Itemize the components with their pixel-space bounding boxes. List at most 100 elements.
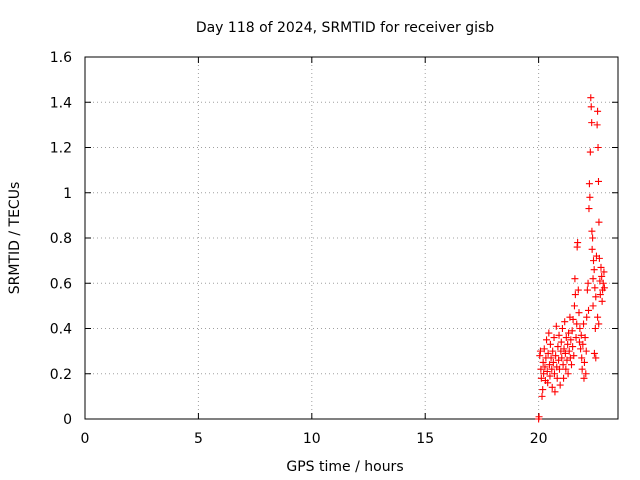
data-point (590, 349, 598, 357)
data-point (593, 121, 601, 129)
y-tick-label: 0.8 (50, 231, 72, 247)
y-tick-label: 1.6 (50, 50, 72, 66)
data-point (580, 320, 588, 328)
data-point (589, 275, 597, 283)
y-tick-label: 0 (63, 412, 72, 428)
data-point (591, 284, 599, 292)
data-point (595, 218, 603, 226)
data-point (592, 293, 600, 301)
data-point (564, 340, 572, 348)
data-points (535, 94, 608, 423)
data-point (537, 365, 545, 373)
data-point (579, 340, 587, 348)
grid-lines (85, 57, 618, 419)
data-point (564, 370, 572, 378)
data-point (584, 279, 592, 287)
data-point (539, 386, 547, 394)
data-point (569, 315, 577, 323)
y-tick-label: 0.4 (50, 322, 72, 338)
data-point (549, 347, 557, 355)
data-point (590, 257, 598, 265)
data-point (575, 309, 583, 317)
data-point (594, 313, 602, 321)
y-tick-label: 1.2 (50, 141, 72, 157)
data-point (569, 343, 577, 351)
data-point (588, 227, 596, 235)
data-point (585, 205, 593, 213)
data-point (570, 302, 578, 310)
data-point (552, 322, 560, 330)
data-point (598, 297, 606, 305)
data-point (536, 347, 544, 355)
data-point (536, 352, 544, 360)
data-point (537, 374, 545, 382)
data-point (581, 334, 589, 342)
data-point (543, 336, 551, 344)
data-point (582, 370, 590, 378)
data-point (543, 367, 551, 375)
data-point (550, 334, 558, 342)
data-point (553, 374, 561, 382)
data-point (585, 306, 593, 314)
data-point (546, 361, 554, 369)
data-point (594, 177, 602, 185)
data-point (590, 266, 598, 274)
data-point (600, 284, 608, 292)
data-point (565, 347, 573, 355)
data-point (588, 119, 596, 127)
x-tick-label: 5 (194, 431, 203, 447)
data-point (554, 343, 562, 351)
data-point (568, 327, 576, 335)
data-point (567, 336, 575, 344)
data-point (539, 358, 547, 366)
data-point (595, 320, 603, 328)
data-point (596, 291, 604, 299)
data-point (594, 144, 602, 151)
plot-frame (84, 56, 619, 420)
data-point (561, 349, 569, 357)
data-point (560, 345, 568, 353)
x-tick-label: 15 (416, 431, 434, 447)
data-point (577, 331, 585, 339)
data-point (546, 372, 554, 380)
data-point (572, 334, 580, 342)
data-point (586, 193, 594, 201)
axis-ticks: 0 0.2 0.4 0.6 0.8 1 1.2 1.4 1.6 0 5 10 15 20 (50, 50, 618, 447)
x-tick-label: 10 (303, 431, 321, 447)
data-point (580, 374, 588, 382)
x-tick-label: 20 (530, 431, 548, 447)
data-point (546, 340, 554, 348)
data-point (558, 354, 566, 362)
data-point (589, 234, 597, 242)
data-point (587, 94, 595, 102)
data-point (578, 354, 586, 362)
data-point (556, 381, 564, 389)
data-point (540, 345, 548, 353)
x-axis-label: GPS time / hours (286, 459, 403, 475)
data-point (597, 263, 605, 271)
y-tick-label: 1 (63, 186, 72, 202)
data-point (591, 325, 599, 332)
y-tick-label: 0.2 (50, 367, 72, 383)
data-point (565, 329, 573, 337)
data-point (562, 334, 570, 342)
data-point (574, 239, 582, 247)
data-point (580, 358, 588, 366)
data-point (555, 331, 563, 339)
data-point (571, 275, 579, 283)
data-point (560, 374, 568, 382)
data-point (551, 388, 559, 396)
data-point (585, 180, 593, 188)
data-point (577, 345, 585, 353)
data-point (548, 365, 556, 373)
data-point (583, 313, 591, 321)
chart-title: Day 118 of 2024, SRMTID for receiver gis… (196, 20, 494, 36)
data-point (598, 272, 606, 280)
data-point (557, 338, 565, 346)
data-point (574, 286, 582, 294)
data-point (583, 286, 591, 294)
data-point (558, 325, 566, 332)
data-point (562, 365, 570, 373)
data-point (547, 354, 555, 362)
y-tick-label: 1.4 (50, 95, 72, 111)
